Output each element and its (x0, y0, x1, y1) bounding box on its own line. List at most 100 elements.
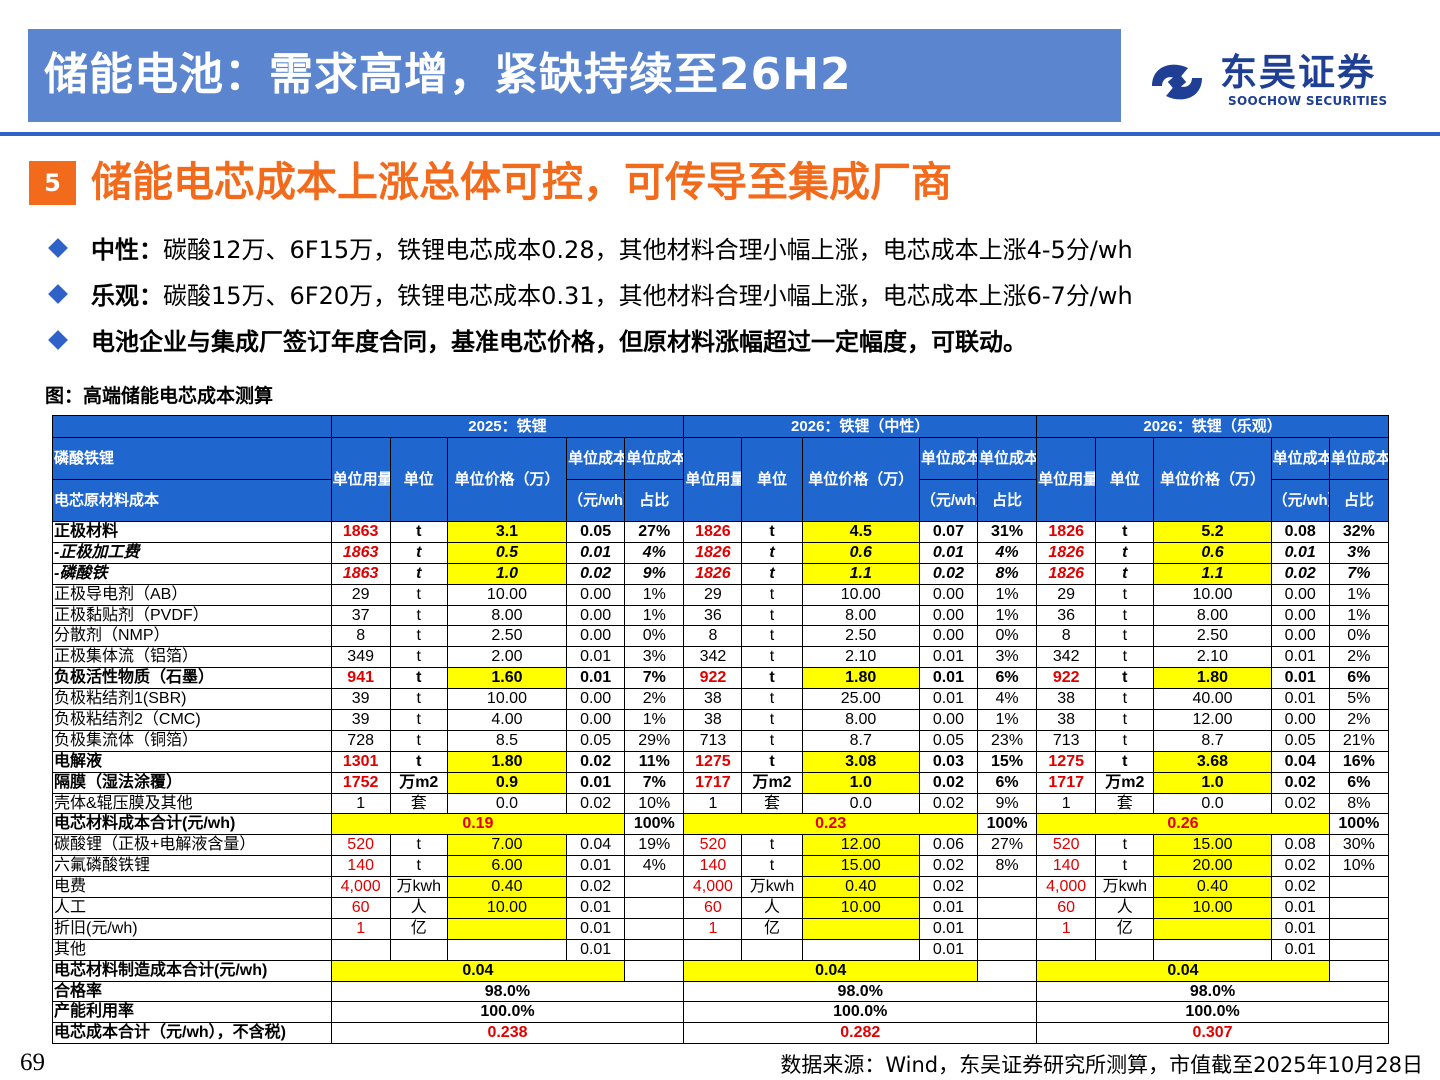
share-cell: 27% (976, 834, 1038, 857)
cost-cell: 0.02 (566, 562, 626, 585)
price-cell: 3.1 (446, 521, 568, 543)
price-cell: 0.40 (801, 876, 920, 899)
summary-cell: 0.238 (330, 1022, 685, 1045)
table-row: 碳酸锂（正极+电解液含量） 520 t 7.00 0.04 19% 520 t 12.00 0.0… (52, 834, 1390, 857)
qty-cell: 1863 (330, 521, 391, 543)
qty-cell: 342 (1036, 646, 1097, 669)
table-row: 电解液 1301 t 1.80 0.02 11% 1275 t 3.08 0.03 15% 1275 t… (52, 750, 1390, 773)
cost-cell: 0.01 (566, 938, 626, 961)
scenario-header: 2026：铁锂（乐观） (1036, 415, 1389, 438)
price-cell: 3.68 (1153, 750, 1272, 773)
diamond-bullet-icon (48, 330, 68, 350)
cost-cell: 0.03 (918, 750, 978, 773)
qty-cell: 4,000 (683, 876, 743, 899)
cost-cell: 0.01 (918, 667, 978, 690)
col-header-unit: 单位 (389, 437, 448, 522)
share-cell: 6% (1328, 771, 1390, 794)
unit-cell: t (1095, 583, 1155, 606)
share-cell: 23% (976, 729, 1038, 752)
price-cell (1153, 917, 1272, 940)
summary-cell: 98.0% (683, 980, 1038, 1003)
cost-cell: 0.01 (566, 897, 626, 919)
cost-cell: 0.08 (1270, 834, 1330, 857)
price-cell: 10.00 (801, 897, 920, 919)
unit-cell: t (741, 667, 803, 690)
price-cell: 12.00 (801, 834, 920, 857)
figure-caption: 图：高端储能电芯成本测算 (45, 385, 274, 407)
price-cell: 40.00 (1153, 688, 1272, 711)
cost-cell: 0.01 (918, 917, 978, 940)
share-cell: 4% (976, 688, 1038, 711)
row-label: 六氟磷酸铁锂 (52, 855, 332, 878)
share-cell (976, 876, 1038, 899)
qty-cell: 713 (1036, 729, 1097, 752)
col-header-unit: 单位 (741, 437, 803, 522)
unit-cell: t (1095, 750, 1155, 773)
cost-cell: 0.02 (1270, 792, 1330, 815)
qty-cell: 1826 (1036, 521, 1097, 543)
col-header-price: 单位价格（万） (801, 437, 920, 522)
unit-cell: t (1095, 688, 1155, 711)
qty-cell: 1 (683, 917, 743, 940)
unit-cell: t (1095, 562, 1155, 585)
share-cell: 6% (976, 771, 1038, 794)
qty-cell: 39 (330, 709, 391, 731)
qty-cell: 1 (330, 917, 391, 940)
row-header-bottom: 电芯原材料成本 (52, 479, 332, 522)
cost-cell: 0.02 (1270, 562, 1330, 585)
diamond-bullet-icon (48, 284, 68, 304)
col-header-price: 单位价格（万） (446, 437, 568, 522)
price-cell: 1.0 (801, 771, 920, 794)
page-number: 69 (20, 1049, 45, 1076)
unit-cell (1095, 938, 1155, 961)
unit-cell: t (389, 562, 448, 585)
cost-cell: 0.02 (918, 855, 978, 878)
cost-cell: 0.02 (918, 771, 978, 794)
share-cell: 1% (624, 604, 685, 627)
table-row: 负极粘结剂2（CMC) 39 t 4.00 0.00 1% 38 t 8.00 0.00 1% 38 t… (52, 709, 1390, 731)
row-label: 正极集体流（铝箔） (52, 646, 332, 669)
cost-cell: 0.01 (1270, 541, 1330, 564)
price-cell (801, 917, 920, 940)
cost-cell: 0.00 (566, 625, 626, 648)
qty-cell: 4,000 (1036, 876, 1097, 899)
price-cell: 8.7 (801, 729, 920, 752)
cost-cell: 0.00 (918, 604, 978, 627)
cost-cell: 0.01 (566, 771, 626, 794)
price-cell: 2.50 (801, 625, 920, 648)
unit-cell: t (389, 834, 448, 857)
share-cell: 1% (976, 604, 1038, 627)
col-header-share: 单位成本 (1328, 437, 1390, 480)
col-header-qty: 单位用量 (1036, 437, 1097, 522)
share-cell (624, 938, 685, 961)
cost-cell: 0.00 (1270, 625, 1330, 648)
share-cell: 30% (1328, 834, 1390, 857)
qty-cell: 60 (330, 897, 391, 919)
row-label: 人工 (52, 897, 332, 919)
unit-cell: t (389, 625, 448, 648)
row-label: 负极活性物质（石墨） (52, 667, 332, 690)
price-cell: 20.00 (1153, 855, 1272, 878)
table-row: 壳体&辊压膜及其他 1 套 0.0 0.02 10% 1 套 0.0 0.02 9% 1 套 0.0 0.0… (52, 792, 1390, 815)
qty-cell (683, 938, 743, 961)
cost-cell: 0.01 (566, 667, 626, 690)
price-cell: 8.00 (446, 604, 568, 627)
col-header-share: 单位成本 (624, 437, 685, 480)
price-cell: 8.00 (1153, 604, 1272, 627)
qty-cell: 349 (330, 646, 391, 669)
unit-cell: t (741, 855, 803, 878)
table-row: 产能利用率 100.0% 100.0% 100.0% (52, 1001, 1389, 1024)
share-cell: 21% (1328, 729, 1390, 752)
share-cell: 8% (976, 562, 1038, 585)
col-header-cost: 单位成本 (1270, 437, 1330, 480)
price-cell (446, 938, 568, 961)
share-cell: 2% (1328, 709, 1390, 731)
data-source: 数据来源：Wind，东吴证券研究所测算，市值截至2025年10月28日 (780, 1053, 1423, 1077)
share-cell: 6% (1328, 667, 1390, 690)
cost-cell: 0.00 (918, 583, 978, 606)
share-cell: 7% (624, 667, 685, 690)
unit-cell: 亿 (741, 917, 803, 940)
share-cell (1328, 897, 1390, 919)
section-title: 储能电芯成本上涨总体可控，可传导至集成厂商 (91, 158, 952, 206)
qty-cell: 29 (1036, 583, 1097, 606)
